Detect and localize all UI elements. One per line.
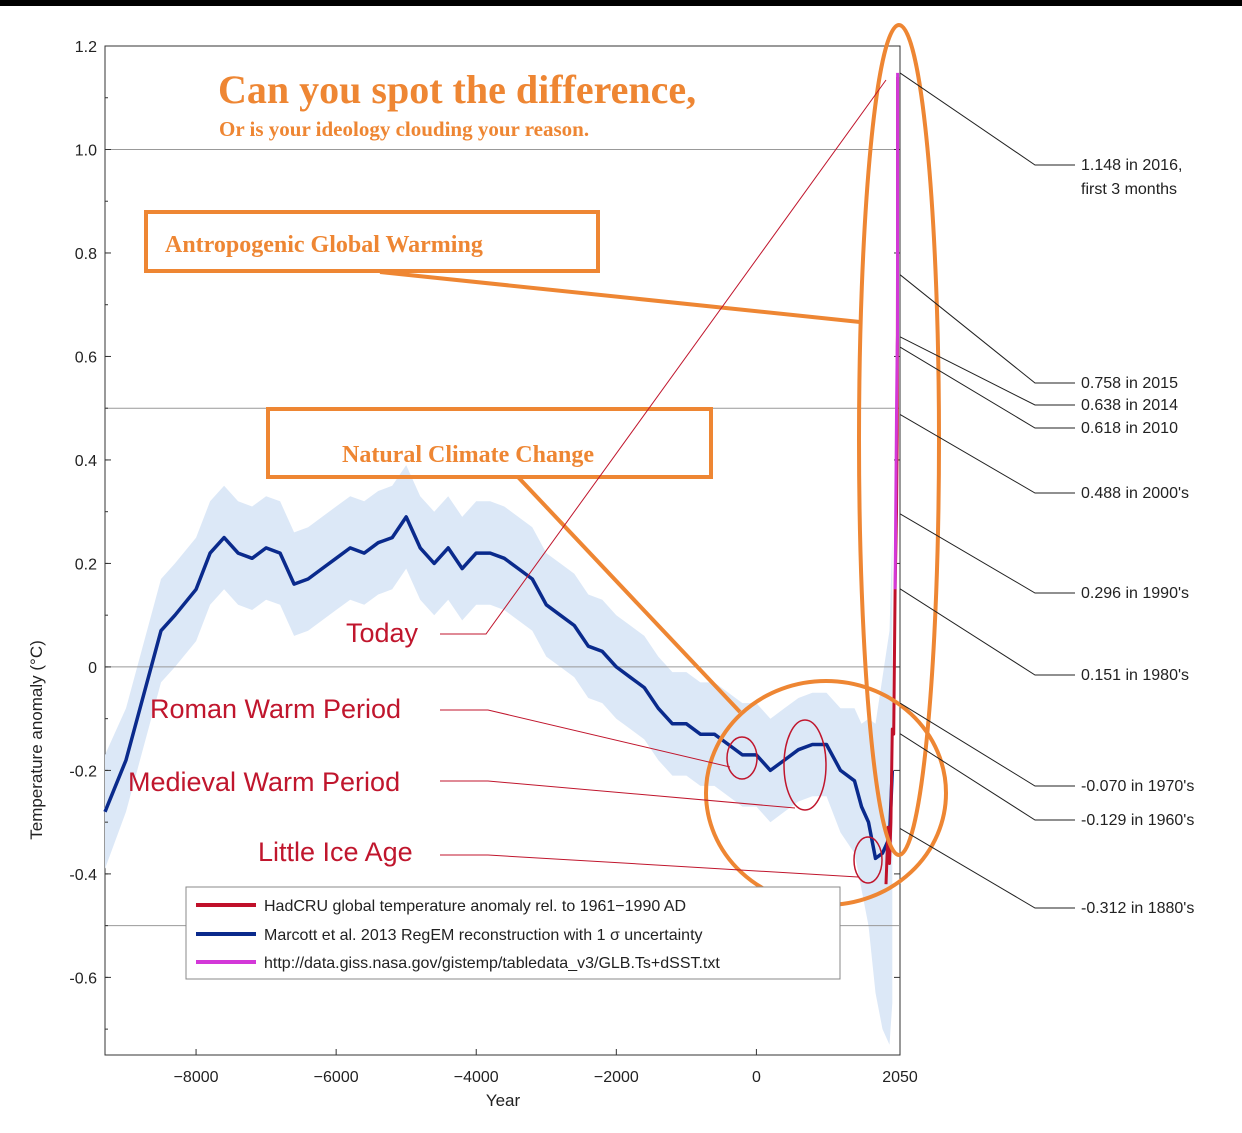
series-layer bbox=[103, 72, 900, 885]
y-axis-title: Temperature anomaly (°C) bbox=[27, 640, 46, 840]
series-line-1 bbox=[103, 515, 895, 861]
little-ice-pointer bbox=[440, 854, 859, 878]
annotation-label: 1.148 in 2016, bbox=[1081, 157, 1182, 174]
x-tick-label: 2050 bbox=[882, 1069, 918, 1086]
x-tick-label: −6000 bbox=[314, 1069, 359, 1086]
y-tick-label: -0.2 bbox=[69, 763, 97, 780]
headline-subtitle: Or is your ideology clouding your reason… bbox=[219, 117, 589, 141]
headline-title: Can you spot the difference, bbox=[218, 67, 696, 112]
annotation-label: -0.129 in 1960's bbox=[1081, 812, 1194, 829]
x-tick-label: −8000 bbox=[174, 1069, 219, 1086]
annotation-leader bbox=[899, 346, 1075, 429]
natural-callout-box bbox=[266, 407, 713, 479]
uncertainty-band bbox=[105, 465, 893, 1045]
annotation-leader bbox=[899, 336, 1075, 406]
top-border bbox=[0, 0, 1242, 6]
y-tick-label: 0.2 bbox=[75, 556, 97, 573]
natural-pointer bbox=[516, 475, 742, 714]
y-tick-label: 0.4 bbox=[75, 453, 97, 470]
annotation-label: 0.151 in 1980's bbox=[1081, 667, 1189, 684]
y-tick-label: 0.6 bbox=[75, 349, 97, 366]
y-tick-label: 0 bbox=[88, 660, 97, 677]
little-ice-label: Little Ice Age bbox=[258, 837, 413, 867]
annotation-label: -0.312 in 1880's bbox=[1081, 900, 1194, 917]
today-pointer bbox=[440, 79, 887, 635]
uncertainty-band-layer bbox=[105, 465, 893, 1045]
legend-label-hadcru: HadCRU global temperature anomaly rel. t… bbox=[264, 898, 686, 915]
annotation-label-line2: first 3 months bbox=[1081, 181, 1177, 198]
y-tick-label: 1.0 bbox=[75, 142, 97, 159]
annotation-label: 0.296 in 1990's bbox=[1081, 585, 1189, 602]
agw-callout-label: Antropogenic Global Warming bbox=[165, 232, 483, 258]
annotation-label: 0.758 in 2015 bbox=[1081, 375, 1178, 392]
little-ice-circle bbox=[853, 836, 883, 884]
x-tick-label: −4000 bbox=[454, 1069, 499, 1086]
y-tick-label: 0.8 bbox=[75, 246, 97, 263]
annotation-label: 0.638 in 2014 bbox=[1081, 397, 1178, 414]
agw-ellipse bbox=[857, 23, 941, 857]
annotation-leader bbox=[899, 733, 1075, 821]
y-tick-label: -0.6 bbox=[69, 970, 97, 987]
agw-pointer bbox=[379, 270, 861, 324]
annotation-leader bbox=[899, 827, 1075, 909]
annotation-leader bbox=[899, 413, 1075, 494]
annotation-leader bbox=[899, 513, 1075, 594]
legend: HadCRU global temperature anomaly rel. t… bbox=[185, 886, 841, 980]
x-axis-ticks: −8000 −6000 −4000 −2000 0 2050 bbox=[174, 1049, 918, 1086]
y-tick-label: -0.4 bbox=[69, 867, 97, 884]
medieval-circle bbox=[783, 719, 827, 811]
x-axis-title: Year bbox=[486, 1091, 521, 1110]
annotation-label: -0.070 in 1970's bbox=[1081, 778, 1194, 795]
agw-callout-box bbox=[144, 210, 600, 273]
x-tick-label: 0 bbox=[752, 1069, 761, 1086]
natural-callout-label: Natural Climate Change bbox=[342, 442, 594, 468]
roman-label: Roman Warm Period bbox=[150, 694, 401, 724]
legend-box bbox=[185, 886, 841, 980]
y-tick-label: 1.2 bbox=[75, 39, 97, 56]
medieval-label: Medieval Warm Period bbox=[128, 767, 400, 797]
right-annotations: 1.148 in 2016, first 3 months 0.758 in 201… bbox=[899, 72, 1194, 917]
annotation-label: 0.618 in 2010 bbox=[1081, 420, 1178, 437]
annotation-leader bbox=[899, 274, 1075, 384]
medieval-pointer bbox=[440, 780, 796, 809]
legend-label-giss: http://data.giss.nasa.gov/gistemp/tabled… bbox=[264, 955, 720, 972]
today-label: Today bbox=[346, 618, 419, 648]
y-axis-ticks: 1.2 1.0 0.8 0.6 0.4 0.2 0 -0.2 -0.4 -0.6 bbox=[69, 39, 900, 1030]
legend-label-marcott: Marcott et al. 2013 RegEM reconstruction… bbox=[264, 927, 703, 944]
annotation-leader bbox=[899, 702, 1075, 787]
x-tick-label: −2000 bbox=[594, 1069, 639, 1086]
annotation-label: 0.488 in 2000's bbox=[1081, 485, 1189, 502]
annotation-leader bbox=[899, 72, 1075, 166]
series-line-2 bbox=[893, 72, 900, 590]
roman-pointer bbox=[440, 709, 731, 768]
roman-circle bbox=[726, 736, 758, 780]
annotation-leader bbox=[899, 588, 1075, 676]
